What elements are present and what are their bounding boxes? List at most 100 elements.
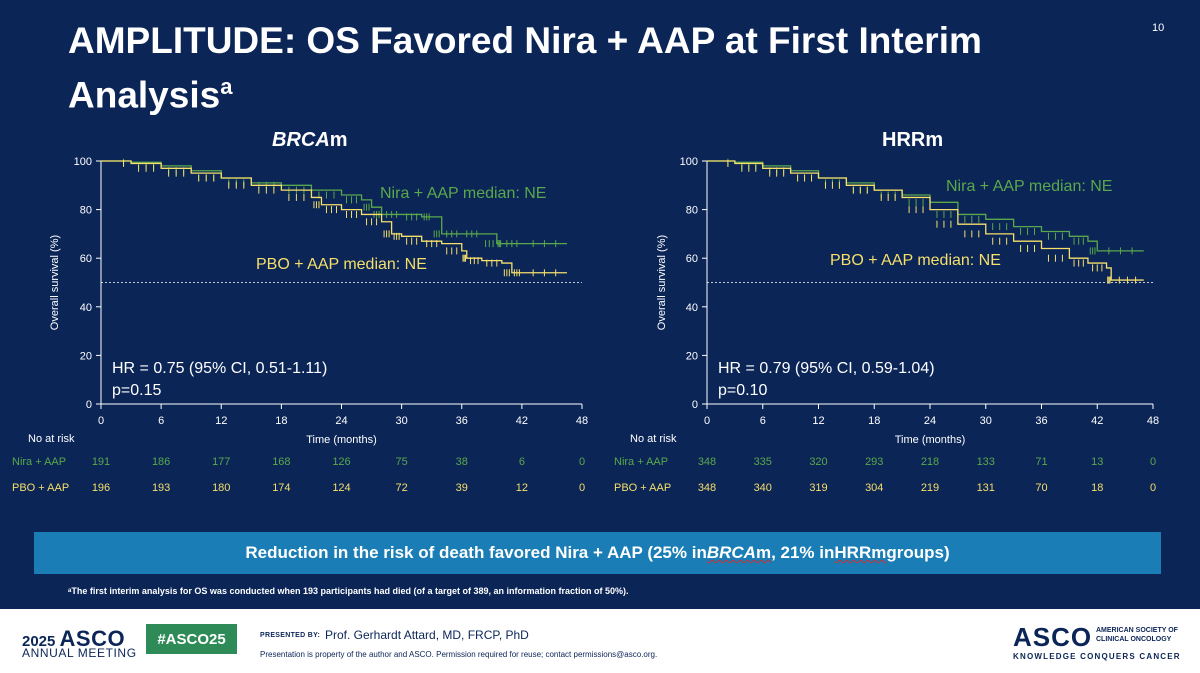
y-tick-label: 40 — [686, 302, 698, 314]
footer: 2025 ASCO ANNUAL MEETING #ASCO25 PRESENT… — [0, 609, 1200, 673]
x-tick-label: 42 — [1091, 415, 1103, 427]
risk-count: 348 — [698, 456, 716, 468]
conclusion-banner: Reduction in the risk of death favored N… — [34, 532, 1161, 574]
nira-aap-median-label: Nira + AAP median: NE — [380, 185, 546, 202]
risk-count: 191 — [92, 456, 110, 468]
footnote: ᵃThe first interim analysis for OS was c… — [68, 586, 629, 596]
risk-count: 218 — [921, 456, 939, 468]
y-axis-label: Overall survival (%) — [656, 235, 668, 330]
risk-count: 0 — [579, 456, 585, 468]
risk-count: 0 — [1150, 482, 1156, 494]
risk-count: 75 — [396, 456, 408, 468]
p-value-text: p=0.10 — [718, 382, 767, 399]
x-tick-label: 18 — [868, 415, 880, 427]
risk-count: 320 — [809, 456, 827, 468]
risk-count: 219 — [921, 482, 939, 494]
risk-count: 0 — [1150, 456, 1156, 468]
nira-aap-survival-curve — [101, 160, 567, 245]
asco-logo: ASCO — [1013, 622, 1093, 652]
presented-by-label: PRESENTED BY: — [260, 632, 321, 639]
x-tick-label: 6 — [158, 415, 164, 427]
hashtag-badge: #ASCO25 — [146, 624, 237, 654]
risk-count: 39 — [456, 482, 468, 494]
risk-count: 293 — [865, 456, 883, 468]
permission-note: Presentation is property of the author a… — [260, 650, 658, 659]
y-tick-label: 60 — [686, 253, 698, 265]
meeting-name: ANNUAL MEETING — [22, 646, 137, 660]
risk-count: 13 — [1091, 456, 1103, 468]
x-axis-label: Time (months) — [306, 434, 377, 446]
risk-row-label: Nira + AAP — [614, 456, 668, 468]
risk-count: 0 — [579, 482, 585, 494]
hazard-ratio-text: HR = 0.79 (95% CI, 0.59-1.04) — [718, 360, 935, 377]
society-name: AMERICAN SOCIETY OF CLINICAL ONCOLOGY — [1096, 627, 1178, 643]
y-tick-label: 20 — [686, 350, 698, 362]
risk-count: 335 — [754, 456, 772, 468]
risk-count: 174 — [272, 482, 290, 494]
x-tick-label: 12 — [812, 415, 824, 427]
risk-count: 193 — [152, 482, 170, 494]
risk-count: 72 — [396, 482, 408, 494]
presenter-name: Prof. Gerhardt Attard, MD, FRCP, PhD — [325, 628, 529, 642]
risk-count: 133 — [977, 456, 995, 468]
x-tick-label: 48 — [1147, 415, 1159, 427]
risk-count: 304 — [865, 482, 883, 494]
y-axis-label: Overall survival (%) — [49, 235, 61, 330]
asco-tagline: KNOWLEDGE CONQUERS CANCER — [1013, 652, 1181, 661]
pbo-aap-median-label: PBO + AAP median: NE — [256, 256, 427, 273]
risk-row-label: PBO + AAP — [12, 482, 69, 494]
risk-count: 319 — [809, 482, 827, 494]
risk-count: 18 — [1091, 482, 1103, 494]
slide: AMPLITUDE: OS Favored Nira + AAP at Firs… — [0, 0, 1200, 609]
x-tick-label: 24 — [924, 415, 936, 427]
panel-title-hrrm: HRRm — [882, 129, 944, 151]
pbo-aap-median-label: PBO + AAP median: NE — [830, 252, 1001, 269]
slide-title: AMPLITUDE: OS Favored Nira + AAP at Firs… — [68, 20, 982, 116]
risk-count: 6 — [519, 456, 525, 468]
title-superscript: a — [220, 74, 233, 99]
y-tick-label: 0 — [692, 399, 698, 411]
x-tick-label: 0 — [704, 415, 710, 427]
x-tick-label: 48 — [576, 415, 588, 427]
risk-count: 131 — [977, 482, 995, 494]
x-tick-label: 36 — [1035, 415, 1047, 427]
risk-count: 348 — [698, 482, 716, 494]
risk-count: 38 — [456, 456, 468, 468]
x-axis-label: Time (months) — [895, 434, 966, 446]
x-tick-label: 12 — [215, 415, 227, 427]
risk-count: 168 — [272, 456, 290, 468]
y-tick-label: 0 — [86, 399, 92, 411]
risk-table-header: No at risk — [28, 433, 75, 445]
x-tick-label: 42 — [516, 415, 528, 427]
pbo-aap-survival-curve — [101, 160, 567, 274]
x-tick-label: 36 — [456, 415, 468, 427]
risk-count: 196 — [92, 482, 110, 494]
x-tick-label: 30 — [980, 415, 992, 427]
risk-count: 186 — [152, 456, 170, 468]
y-tick-label: 20 — [80, 350, 92, 362]
hazard-ratio-text: HR = 0.75 (95% CI, 0.51-1.11) — [112, 360, 327, 377]
meeting-logo: 2025 ASCO — [22, 626, 126, 651]
page-number: 10 — [1152, 22, 1165, 34]
x-tick-label: 0 — [98, 415, 104, 427]
x-tick-label: 30 — [396, 415, 408, 427]
risk-count: 12 — [516, 482, 528, 494]
y-tick-label: 40 — [80, 302, 92, 314]
x-tick-label: 6 — [760, 415, 766, 427]
risk-row-label: PBO + AAP — [614, 482, 671, 494]
y-tick-label: 100 — [680, 156, 698, 168]
risk-count: 70 — [1035, 482, 1047, 494]
risk-row-label: Nira + AAP — [12, 456, 66, 468]
x-tick-label: 24 — [335, 415, 347, 427]
y-tick-label: 80 — [686, 205, 698, 217]
risk-count: 124 — [332, 482, 350, 494]
risk-count: 340 — [754, 482, 772, 494]
risk-count: 177 — [212, 456, 230, 468]
nira-aap-median-label: Nira + AAP median: NE — [946, 178, 1112, 195]
y-tick-label: 80 — [80, 205, 92, 217]
nira-aap-survival-curve — [707, 160, 1144, 252]
pbo-aap-survival-curve — [707, 160, 1144, 281]
y-tick-label: 60 — [80, 253, 92, 265]
panel-title-brcam: BRCAm — [272, 129, 348, 151]
